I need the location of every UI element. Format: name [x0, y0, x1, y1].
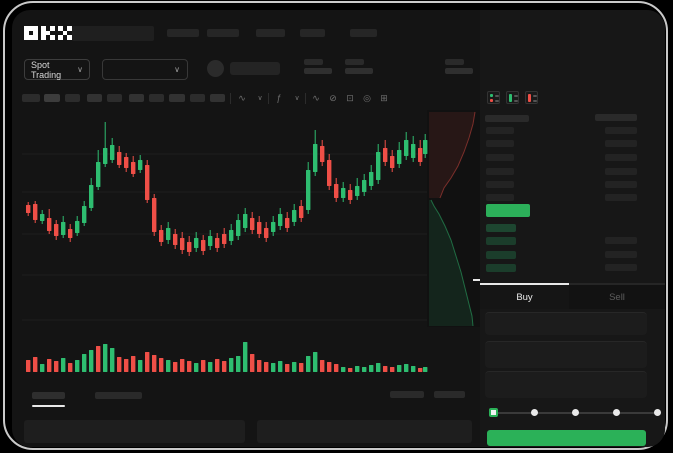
- slider-stop-dot[interactable]: [654, 409, 661, 416]
- ask-size-placeholder: [605, 154, 637, 161]
- nav-item-placeholder: [167, 29, 199, 37]
- stat-value-placeholder: [445, 68, 473, 74]
- toolbar-item-placeholder: [87, 94, 102, 102]
- toolbar-item-placeholder: [210, 94, 225, 102]
- tab-sell-label: Sell: [609, 291, 625, 303]
- compare-icon[interactable]: ⊘: [329, 93, 337, 103]
- interval-chevron-icon[interactable]: ∨: [257, 95, 263, 102]
- orders-table-placeholder: [257, 420, 472, 443]
- bid-price-placeholder: [486, 251, 516, 259]
- toolbar-item-placeholder: [65, 94, 80, 102]
- ask-size-placeholder: [605, 181, 637, 188]
- chart-type-chevron-icon[interactable]: ∨: [294, 95, 300, 102]
- toolbar-item-placeholder: [22, 94, 40, 102]
- pair-avatar-placeholder: [207, 60, 224, 77]
- slider-stop-dot[interactable]: [531, 409, 538, 416]
- bid-size-placeholder: [605, 237, 637, 244]
- stat-label-placeholder: [345, 59, 364, 65]
- nav-item-placeholder: [350, 29, 377, 37]
- order-book-panel: Buy Sell: [480, 10, 665, 447]
- bid-size-placeholder: [605, 264, 637, 271]
- slider-stop-dot[interactable]: [613, 409, 620, 416]
- total-input-placeholder[interactable]: [485, 371, 647, 398]
- camera-icon[interactable]: ⊡: [346, 93, 354, 103]
- stat-value-placeholder: [304, 68, 332, 74]
- pair-selector[interactable]: ∨: [102, 59, 188, 80]
- tab-buy-label: Buy: [516, 291, 533, 303]
- ask-size-placeholder: [605, 168, 637, 175]
- device-frame: Spot Trading ∨ ∨ ∿ ∨ ƒ ∨ ∿ ⊘ ⊡ ◎ ⊞: [3, 1, 668, 450]
- toolbar-item-placeholder: [107, 94, 122, 102]
- tab-buy[interactable]: Buy: [480, 283, 569, 309]
- chart-type-icon[interactable]: ƒ: [276, 93, 282, 103]
- stat-label-placeholder: [304, 59, 323, 65]
- bid-price-placeholder: [486, 237, 516, 245]
- orders-table-placeholder: [24, 420, 245, 443]
- stat-value-placeholder: [345, 68, 373, 74]
- fullscreen-icon[interactable]: ⊞: [380, 93, 388, 103]
- line-tool-icon[interactable]: ∿: [312, 93, 320, 103]
- price-chart[interactable]: [22, 110, 480, 374]
- ask-size-placeholder: [605, 194, 637, 201]
- toolbar-divider: [268, 93, 269, 104]
- market-type-label: Spot Trading: [31, 59, 62, 80]
- bid-size-placeholder: [605, 251, 637, 258]
- amount-slider-handle[interactable]: [489, 408, 498, 417]
- nav-item-placeholder: [207, 29, 239, 37]
- toolbar-item-placeholder: [149, 94, 164, 102]
- book-header-placeholder: [595, 114, 637, 121]
- bottom-tab-active-placeholder[interactable]: [32, 392, 65, 399]
- book-asks-icon[interactable]: [525, 91, 538, 104]
- toolbar-divider: [230, 93, 231, 104]
- ask-size-placeholder: [605, 140, 637, 147]
- ask-size-placeholder: [605, 127, 637, 134]
- ask-price-placeholder: [486, 181, 514, 188]
- ask-price-placeholder: [486, 154, 514, 161]
- ask-price-placeholder: [486, 194, 514, 201]
- bottom-tab-active-indicator: [32, 405, 65, 407]
- book-header-placeholder: [485, 115, 529, 122]
- price-input-placeholder[interactable]: [485, 312, 647, 335]
- chevron-down-icon: ∨: [174, 64, 180, 74]
- bid-price-placeholder: [486, 264, 516, 272]
- last-price-bar: [486, 204, 530, 217]
- nav-item-placeholder: [256, 29, 285, 37]
- chevron-down-icon: ∨: [77, 64, 83, 74]
- settings-icon[interactable]: ◎: [363, 93, 371, 103]
- book-both-icon[interactable]: [487, 91, 500, 104]
- slider-stop-dot[interactable]: [572, 409, 579, 416]
- ask-price-placeholder: [486, 127, 514, 134]
- stat-label-placeholder: [445, 59, 464, 65]
- book-bids-icon[interactable]: [506, 91, 519, 104]
- app-screen: Spot Trading ∨ ∨ ∿ ∨ ƒ ∨ ∿ ⊘ ⊡ ◎ ⊞: [12, 10, 665, 447]
- ask-price-placeholder: [486, 168, 514, 175]
- amount-input-placeholder[interactable]: [485, 341, 647, 368]
- toolbar-item-placeholder: [129, 94, 144, 102]
- interval-icon[interactable]: ∿: [238, 93, 246, 103]
- toolbar-item-placeholder: [44, 94, 60, 102]
- market-type-selector[interactable]: Spot Trading ∨: [24, 59, 90, 80]
- pair-name-placeholder: [230, 62, 280, 75]
- okx-logo: [24, 26, 72, 40]
- logo-adjacent-placeholder: [72, 26, 154, 41]
- buy-submit-button[interactable]: [487, 430, 646, 446]
- toolbar-item-placeholder: [190, 94, 205, 102]
- bottom-action-placeholder: [434, 391, 465, 398]
- bid-price-placeholder: [486, 224, 516, 232]
- bottom-action-placeholder: [390, 391, 424, 398]
- nav-item-placeholder: [300, 29, 325, 37]
- toolbar-divider: [305, 93, 306, 104]
- bottom-tab-placeholder[interactable]: [95, 392, 142, 399]
- ask-price-placeholder: [486, 140, 514, 147]
- toolbar-item-placeholder: [169, 94, 185, 102]
- tab-sell[interactable]: Sell: [569, 283, 665, 309]
